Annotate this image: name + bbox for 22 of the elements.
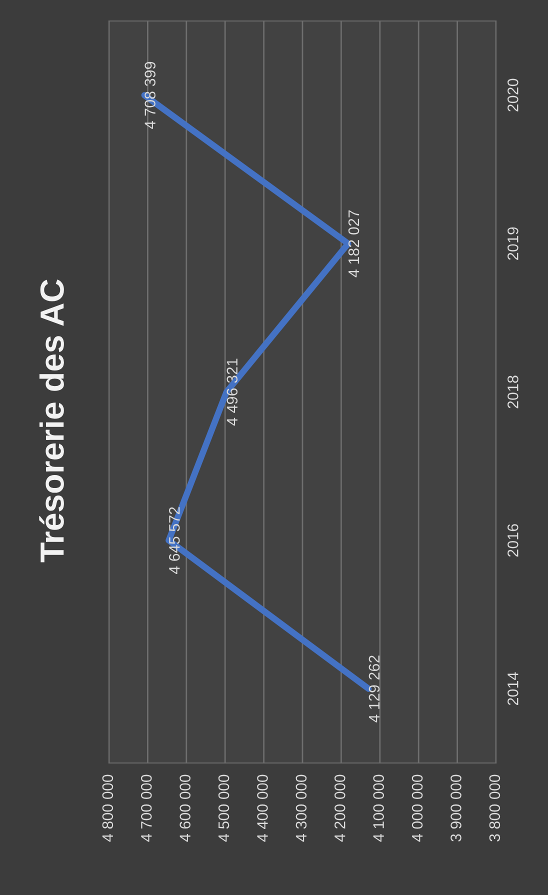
- x-tick-label: 4 200 000: [334, 774, 346, 842]
- data-label: 4 129 262: [368, 656, 380, 722]
- x-tick-label: 4 600 000: [180, 774, 190, 842]
- data-label: 4 496 321: [226, 358, 238, 426]
- y-tick-label: 2018: [508, 376, 518, 408]
- y-tick-label: 2014: [508, 672, 518, 706]
- y-tick-label: 2019: [508, 227, 518, 260]
- x-tick-label: 3 800 000: [489, 774, 500, 842]
- x-tick-label: 4 300 000: [296, 774, 307, 842]
- data-label: 4 708 399: [144, 62, 156, 129]
- data-label: 4 182 027: [348, 210, 360, 278]
- x-tick-label: 4 500 000: [218, 774, 230, 842]
- text: Trésorerie des AC: [39, 280, 64, 562]
- data-label: 4 645 572: [168, 507, 180, 574]
- x-tick-label: 3 900 000: [450, 774, 462, 842]
- x-tick-label: 4 000 000: [412, 774, 423, 842]
- y-tick-label: 2016: [508, 524, 518, 557]
- x-tick-label: 4 100 000: [373, 774, 384, 842]
- x-tick-label: 4 800 000: [102, 774, 114, 842]
- y-tick-label: 2020: [508, 78, 518, 112]
- x-tick-label: 4 700 000: [140, 774, 152, 842]
- x-tick-label: 4 400 000: [257, 774, 268, 842]
